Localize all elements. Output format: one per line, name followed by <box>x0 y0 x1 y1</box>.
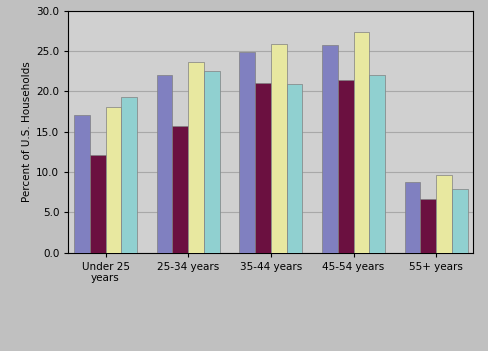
Bar <box>74 115 90 253</box>
Bar <box>436 175 452 253</box>
Bar <box>204 71 220 253</box>
Bar <box>322 45 338 253</box>
Bar <box>353 32 369 253</box>
Bar <box>338 80 353 253</box>
Bar <box>240 52 255 253</box>
Bar <box>255 83 271 253</box>
Bar <box>421 199 436 253</box>
Bar <box>105 107 121 253</box>
Bar <box>405 182 421 253</box>
Bar <box>286 84 302 253</box>
Bar <box>172 126 188 253</box>
Bar <box>188 62 204 253</box>
Bar <box>452 189 468 253</box>
Bar <box>121 97 137 253</box>
Bar <box>157 75 172 253</box>
Bar <box>271 44 286 253</box>
Bar <box>369 75 385 253</box>
Y-axis label: Percent of U.S. Households: Percent of U.S. Households <box>22 61 32 202</box>
Bar <box>90 155 105 253</box>
